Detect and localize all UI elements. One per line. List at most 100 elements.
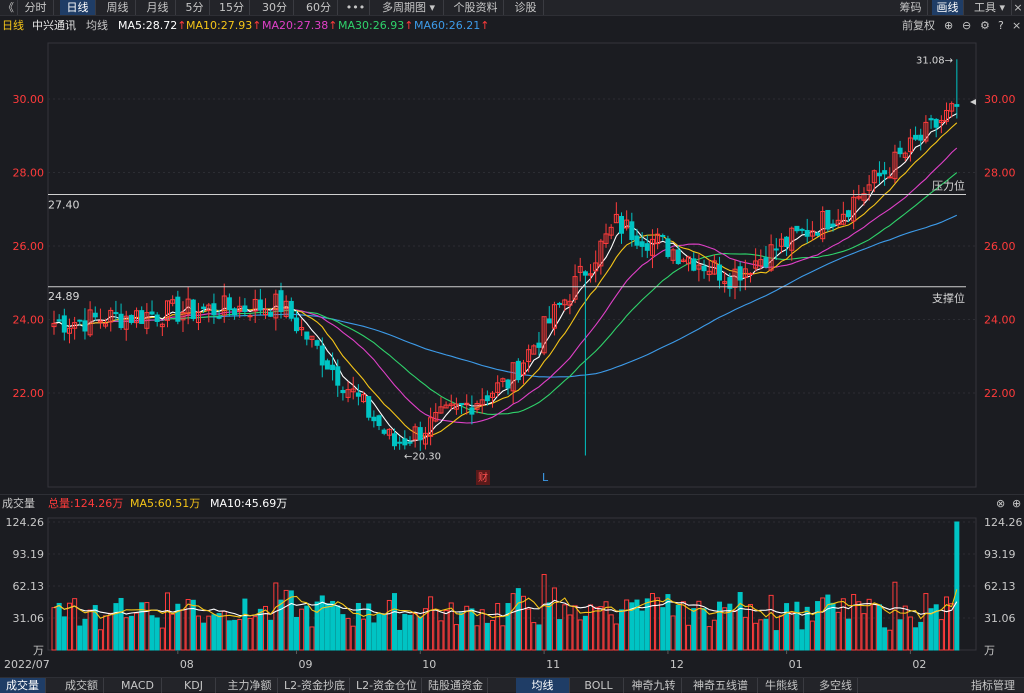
candle-body bbox=[314, 340, 320, 346]
volume-add-icon[interactable]: ⊕ bbox=[1012, 497, 1022, 510]
volume-bar bbox=[727, 603, 733, 651]
tab-boll[interactable]: BOLL bbox=[574, 678, 624, 693]
volume-chart[interactable]: 124.26 93.19 62.13 31.06 万 124.26 93.19 62.13 3… bbox=[0, 512, 1024, 677]
candle-body bbox=[252, 298, 258, 312]
tab-long-short[interactable]: 多空线 bbox=[814, 678, 858, 693]
volume-bar bbox=[902, 605, 908, 651]
candle-body bbox=[732, 268, 738, 288]
volume-bar bbox=[335, 605, 341, 651]
tab-weekly[interactable]: 周线 bbox=[100, 0, 136, 15]
volume-bar bbox=[944, 596, 950, 651]
volume-bar bbox=[758, 619, 764, 651]
volume-bar bbox=[490, 619, 496, 651]
volume-bar bbox=[443, 609, 449, 651]
tab-northbound[interactable]: 陆股通资金 bbox=[424, 678, 488, 693]
volume-bar bbox=[778, 615, 784, 651]
candle-body bbox=[288, 300, 294, 319]
tab-5min[interactable]: 5分 bbox=[180, 0, 210, 15]
candle-body bbox=[108, 309, 114, 323]
candle-body bbox=[448, 403, 454, 407]
ma30-value: MA30:26.93↑ bbox=[338, 19, 414, 32]
tab-kdj[interactable]: KDJ bbox=[172, 678, 216, 693]
l-marker[interactable]: L bbox=[542, 471, 549, 484]
tab-30min[interactable]: 30分 bbox=[256, 0, 294, 15]
candle-body bbox=[773, 248, 779, 251]
tab-monthly[interactable]: 月线 bbox=[140, 0, 176, 15]
volume-bar bbox=[159, 627, 165, 651]
volume-ma5-line bbox=[53, 589, 958, 620]
volume-bar bbox=[784, 603, 790, 651]
candle-body bbox=[257, 299, 263, 311]
zoom-in-icon[interactable]: ⊕ bbox=[944, 19, 954, 32]
tab-l2-position[interactable]: L2-资金仓位 bbox=[352, 678, 422, 693]
close-panel-icon[interactable]: × bbox=[1012, 19, 1022, 32]
stock-info-button[interactable]: 个股资料 bbox=[448, 0, 504, 15]
tab-volume[interactable]: 成交量 bbox=[0, 678, 46, 693]
tab-magic-nine[interactable]: 神奇九转 bbox=[626, 678, 682, 693]
candle-body bbox=[949, 103, 955, 112]
chip-button[interactable]: 筹码 bbox=[894, 0, 928, 15]
volume-bar bbox=[717, 601, 723, 651]
candle-body bbox=[56, 319, 62, 322]
candle-body bbox=[190, 299, 196, 319]
candle-body bbox=[665, 238, 671, 257]
volume-bar bbox=[933, 604, 939, 651]
tab-daily[interactable]: 日线 bbox=[60, 0, 96, 15]
volume-bar bbox=[407, 614, 413, 651]
ma-label[interactable]: 均线 bbox=[86, 19, 108, 32]
tab-macd[interactable]: MACD bbox=[114, 678, 162, 693]
candle-body bbox=[428, 417, 434, 437]
tab-60min[interactable]: 60分 bbox=[300, 0, 338, 15]
candle-body bbox=[562, 299, 568, 306]
volume-bar bbox=[804, 606, 810, 651]
volume-bar bbox=[412, 613, 418, 651]
candle-body bbox=[778, 238, 784, 247]
candle-body bbox=[861, 193, 867, 201]
close-icon[interactable]: × bbox=[1013, 1, 1023, 14]
volume-bar bbox=[887, 629, 893, 651]
volume-bar bbox=[536, 624, 542, 651]
support-label: 支撑位 bbox=[932, 291, 965, 305]
candle-body bbox=[675, 249, 681, 265]
tab-intraday[interactable]: 分时 bbox=[18, 0, 54, 15]
help-icon[interactable]: ? bbox=[998, 19, 1004, 32]
candle-body bbox=[897, 147, 903, 155]
tools-dropdown[interactable]: 工具 ▾ bbox=[968, 0, 1012, 15]
finance-marker-text[interactable]: 财 bbox=[478, 471, 488, 484]
diagnose-button[interactable]: 诊股 bbox=[508, 0, 544, 15]
volume-bar bbox=[350, 625, 356, 651]
tab-magic-five[interactable]: 神奇五线谱 bbox=[684, 678, 758, 693]
tab-l2-bottom[interactable]: L2-资金抄底 bbox=[280, 678, 350, 693]
volume-bar bbox=[206, 615, 212, 651]
settings-icon[interactable]: ⚙ bbox=[980, 19, 990, 32]
close-volume-icon[interactable]: ⊗ bbox=[996, 497, 1006, 510]
adjust-label[interactable]: 前复权 bbox=[902, 19, 935, 32]
tab-turnover[interactable]: 成交额 bbox=[60, 678, 104, 693]
volume-bar bbox=[82, 618, 88, 651]
candle-body bbox=[144, 312, 150, 329]
candle-body bbox=[619, 215, 624, 234]
volume-bar bbox=[732, 610, 738, 651]
tab-main-net[interactable]: 主力净额 bbox=[222, 678, 278, 693]
tab-ma[interactable]: 均线 bbox=[516, 678, 570, 693]
price-tick-right: 30.00 bbox=[984, 93, 1016, 106]
finance-marker[interactable] bbox=[476, 470, 490, 485]
volume-bar bbox=[128, 615, 134, 651]
candle-body bbox=[175, 296, 181, 322]
volume-bar bbox=[314, 601, 320, 651]
indicator-manager-button[interactable]: 指标管理 bbox=[971, 679, 1015, 692]
back-button[interactable]: 《 bbox=[0, 0, 18, 15]
volume-bar bbox=[649, 592, 655, 651]
price-chart[interactable]: 27.40 压力位 24.89 支撑位 31.08→ ←20.30 财 L 30… bbox=[0, 35, 1024, 493]
volume-tick-right: 31.06 bbox=[984, 612, 1016, 625]
volume-bar bbox=[237, 619, 243, 651]
draw-line-button[interactable]: 画线 bbox=[932, 0, 964, 15]
more-button[interactable]: ••• bbox=[342, 0, 370, 15]
candle-body bbox=[763, 257, 769, 268]
tab-bull-bear[interactable]: 牛熊线 bbox=[760, 678, 804, 693]
volume-bar bbox=[938, 619, 944, 651]
tab-15min[interactable]: 15分 bbox=[214, 0, 250, 15]
volume-title: 成交量 bbox=[2, 497, 35, 510]
zoom-out-icon[interactable]: ⊖ bbox=[962, 19, 972, 32]
multi-period-dropdown[interactable]: 多周期图 ▾ bbox=[374, 0, 444, 15]
